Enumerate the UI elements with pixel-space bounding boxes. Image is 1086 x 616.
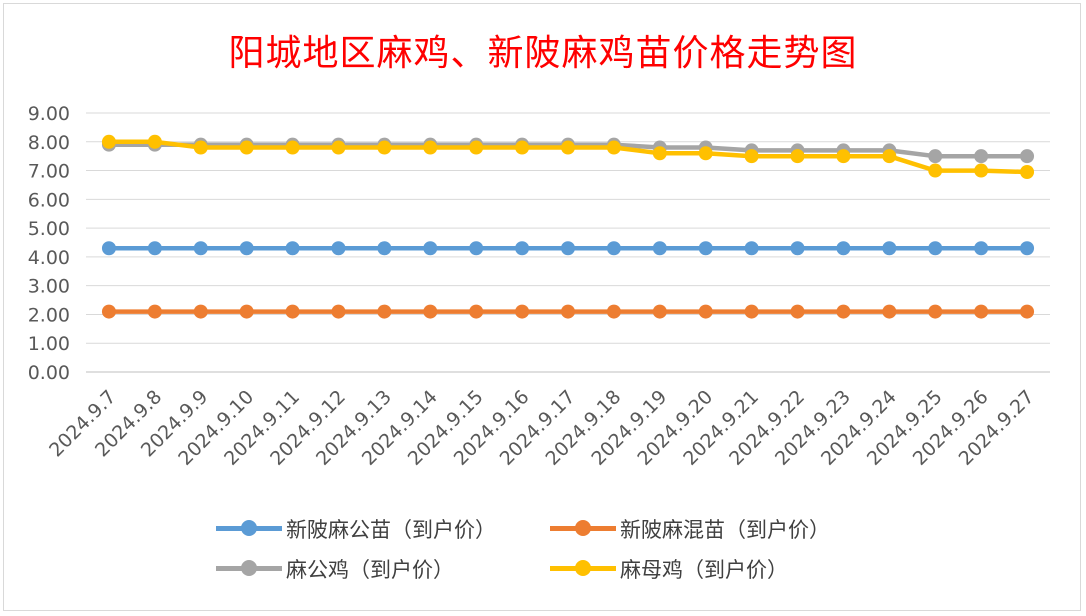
y-tick-label: 5.00 <box>28 218 70 240</box>
series-2-point <box>652 304 667 319</box>
y-tick-label: 1.00 <box>28 333 70 355</box>
series-4-point <box>836 149 851 164</box>
series-4-point <box>239 140 254 155</box>
series-1-point <box>606 241 621 256</box>
legend-label: 新陂麻混苗（到户价） <box>620 518 830 542</box>
legend-label: 麻公鸡（到户价） <box>286 558 454 582</box>
series-2-point <box>147 304 162 319</box>
y-tick-label: 8.00 <box>28 132 70 154</box>
series-2-point <box>239 304 254 319</box>
chart-frame <box>3 3 1081 611</box>
series-2-point <box>1020 304 1035 319</box>
series-1-point <box>331 241 346 256</box>
series-1-point <box>147 241 162 256</box>
series-4-point <box>882 149 897 164</box>
series-2-point <box>331 304 346 319</box>
series-2-point <box>928 304 943 319</box>
series-4-point <box>790 149 805 164</box>
series-4-point <box>193 140 208 155</box>
series-1-point <box>882 241 897 256</box>
legend-item: 新陂麻公苗（到户价） <box>216 512 496 546</box>
legend-swatch <box>550 552 616 586</box>
series-2-point <box>193 304 208 319</box>
y-tick-label: 6.00 <box>28 189 70 211</box>
series-4-point <box>469 140 484 155</box>
chart-title: 阳城地区麻鸡、新陂麻鸡苗价格走势图 <box>228 33 858 74</box>
series-1-point <box>790 241 805 256</box>
series-2-point <box>561 304 575 319</box>
series-4-point <box>377 140 392 155</box>
series-4-point <box>285 140 300 155</box>
series-4-point <box>744 149 759 164</box>
series-4-point <box>331 140 346 155</box>
series-3-point <box>974 149 989 164</box>
series-1-point <box>698 241 713 256</box>
series-4-point <box>698 146 713 161</box>
series-4-point <box>974 163 989 178</box>
series-4-point <box>147 134 162 149</box>
series-4-point <box>561 140 575 155</box>
series-2-point <box>469 304 484 319</box>
legend-item: 麻公鸡（到户价） <box>216 552 454 586</box>
series-1-point <box>515 241 530 256</box>
legend-item: 麻母鸡（到户价） <box>550 552 788 586</box>
y-tick-label: 9.00 <box>28 103 70 125</box>
series-2-point <box>790 304 805 319</box>
y-tick-label: 2.00 <box>28 304 70 326</box>
legend-swatch <box>216 552 282 586</box>
series-1-point <box>377 241 392 256</box>
series-3-point <box>1020 149 1035 164</box>
series-2-point <box>101 304 116 319</box>
y-tick-label: 3.00 <box>28 276 70 298</box>
legend-label: 麻母鸡（到户价） <box>620 558 788 582</box>
series-4-point <box>606 140 621 155</box>
legend-swatch <box>550 512 616 546</box>
series-1-point <box>101 241 116 256</box>
series-1-point <box>928 241 943 256</box>
series-4-point <box>928 163 943 178</box>
series-4-point <box>1020 164 1035 179</box>
series-1-point <box>469 241 484 256</box>
series-2-point <box>285 304 300 319</box>
series-1-point <box>974 241 989 256</box>
y-tick-label: 4.00 <box>28 247 70 269</box>
series-4-point <box>515 140 530 155</box>
series-2-point <box>744 304 759 319</box>
legend-swatch <box>216 512 282 546</box>
series-1-point <box>239 241 254 256</box>
series-3-point <box>928 149 943 164</box>
series-1-point <box>423 241 438 256</box>
series-2-point <box>974 304 989 319</box>
series-4-point <box>652 146 667 161</box>
series-2-point <box>836 304 851 319</box>
series-1-point <box>836 241 851 256</box>
series-2-point <box>515 304 530 319</box>
series-1-point <box>561 241 575 256</box>
series-2-point <box>377 304 392 319</box>
series-2-point <box>698 304 713 319</box>
legend-item: 新陂麻混苗（到户价） <box>550 512 830 546</box>
series-1-point <box>744 241 759 256</box>
series-1-point <box>285 241 300 256</box>
series-2-point <box>606 304 621 319</box>
series-4-point <box>423 140 438 155</box>
legend-label: 新陂麻公苗（到户价） <box>286 518 496 542</box>
y-tick-label: 7.00 <box>28 161 70 183</box>
series-1-point <box>193 241 208 256</box>
series-2-point <box>882 304 897 319</box>
y-tick-label: 0.00 <box>28 362 70 384</box>
series-1-point <box>1020 241 1035 256</box>
series-2-point <box>423 304 438 319</box>
series-4-point <box>101 134 116 149</box>
series-1-point <box>652 241 667 256</box>
